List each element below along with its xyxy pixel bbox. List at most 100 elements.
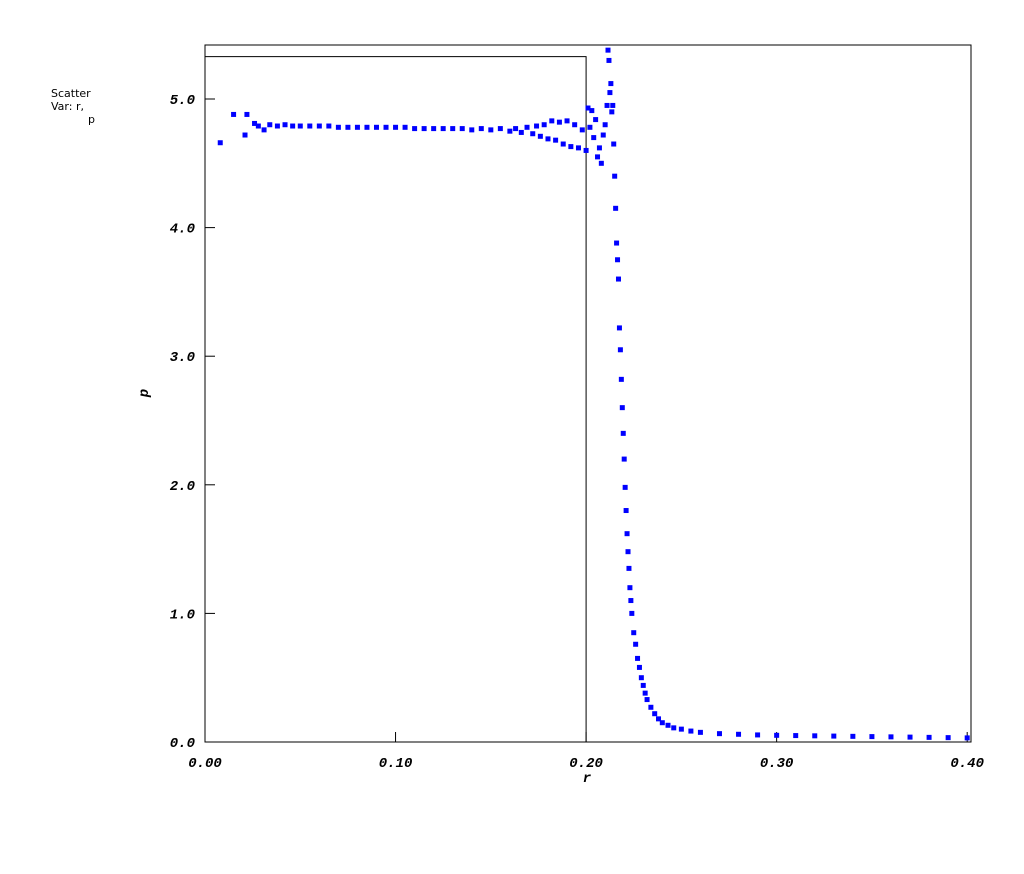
scatter-point bbox=[579, 127, 585, 133]
scatter-point bbox=[518, 129, 524, 135]
scatter-point bbox=[633, 641, 639, 647]
scatter-point bbox=[459, 126, 465, 132]
plot-frame bbox=[204, 44, 972, 743]
scatter-point bbox=[774, 732, 780, 738]
scatter-point bbox=[625, 549, 631, 555]
scatter-point bbox=[591, 135, 597, 141]
scatter-point bbox=[671, 725, 677, 731]
scatter-point bbox=[629, 610, 635, 616]
scatter-point bbox=[316, 123, 322, 129]
scatter-point bbox=[616, 325, 622, 331]
scatter-point bbox=[513, 126, 519, 132]
reference-line bbox=[205, 56, 587, 742]
scatter-point bbox=[605, 47, 611, 53]
scatter-point bbox=[274, 123, 280, 129]
scatter-point bbox=[613, 205, 619, 211]
scatter-point bbox=[524, 124, 530, 130]
scatter-point bbox=[831, 733, 837, 739]
scatter-point bbox=[888, 734, 894, 740]
scatter-point bbox=[596, 145, 602, 151]
scatter-point bbox=[617, 347, 623, 353]
scatter-point bbox=[615, 257, 621, 263]
scatter-point bbox=[440, 126, 446, 132]
scatter-point bbox=[755, 732, 761, 738]
scatter-point bbox=[335, 124, 341, 130]
scatter-point bbox=[618, 376, 624, 382]
scatter-point bbox=[652, 711, 658, 717]
scatter-point bbox=[560, 141, 566, 147]
scatter-point bbox=[611, 141, 617, 147]
scatter-point bbox=[244, 111, 250, 117]
scatter-point bbox=[850, 733, 856, 739]
scatter-point bbox=[659, 720, 665, 726]
scatter-point bbox=[345, 124, 351, 130]
scatter-point bbox=[642, 690, 648, 696]
scatter-point bbox=[478, 126, 484, 132]
scatter-point bbox=[231, 111, 237, 117]
scatter-point bbox=[628, 598, 634, 604]
scatter-point bbox=[307, 123, 313, 129]
scatter-point bbox=[431, 126, 437, 132]
scatter-point bbox=[575, 145, 581, 151]
scatter-point bbox=[635, 655, 641, 661]
scatter-point bbox=[812, 733, 818, 739]
scatter-point bbox=[602, 122, 608, 128]
scatter-point bbox=[564, 118, 570, 124]
scatter-point bbox=[383, 124, 389, 130]
scatter-point bbox=[373, 124, 379, 130]
scatter-point bbox=[606, 57, 612, 63]
scatter-point bbox=[607, 90, 613, 96]
scatter-point bbox=[623, 508, 629, 514]
scatter-point bbox=[537, 133, 543, 139]
scatter-point bbox=[595, 154, 601, 160]
scatter-point bbox=[534, 123, 540, 129]
scatter-point bbox=[736, 731, 742, 737]
scatter-point bbox=[907, 734, 913, 740]
scatter-point bbox=[568, 144, 574, 150]
scatter-point bbox=[530, 131, 536, 137]
scatter-point bbox=[282, 122, 288, 128]
scatter-point bbox=[583, 147, 589, 153]
y-tick-label: 5.0 bbox=[170, 93, 195, 109]
scatter-point bbox=[619, 405, 625, 411]
scatter-point bbox=[600, 132, 606, 138]
y-tick-label: 0.0 bbox=[170, 736, 195, 752]
scatter-point bbox=[598, 160, 604, 166]
scatter-point bbox=[593, 117, 599, 123]
scatter-point bbox=[217, 140, 223, 146]
scatter-point bbox=[497, 126, 503, 132]
scatter-point bbox=[640, 682, 646, 688]
legend-line: Var: r, bbox=[51, 100, 84, 113]
scatter-point bbox=[242, 132, 248, 138]
scatter-point bbox=[631, 630, 637, 636]
scatter-point bbox=[644, 697, 650, 703]
scatter-point bbox=[945, 735, 951, 741]
scatter-point bbox=[697, 729, 703, 735]
scatter-point bbox=[926, 734, 932, 740]
scatter-point bbox=[556, 119, 562, 125]
scatter-point bbox=[587, 124, 593, 130]
scatter-point bbox=[665, 722, 671, 728]
scatter-point bbox=[412, 126, 418, 132]
scatter-point bbox=[364, 124, 370, 130]
scatter-point bbox=[636, 664, 642, 670]
scatter-point bbox=[507, 128, 513, 134]
scatter-point bbox=[450, 126, 456, 132]
x-tick-label: 0.40 bbox=[950, 756, 984, 772]
y-tick-label: 2.0 bbox=[170, 479, 195, 495]
scatter-point bbox=[638, 675, 644, 681]
scatter-point bbox=[609, 109, 615, 115]
scatter-point bbox=[621, 456, 627, 462]
scatter-point bbox=[354, 124, 360, 130]
scatter-point bbox=[545, 136, 551, 142]
y-tick-label: 1.0 bbox=[170, 607, 195, 623]
scatter-point bbox=[393, 124, 399, 130]
y-tick-label: 4.0 bbox=[170, 222, 195, 238]
scatter-point bbox=[290, 123, 296, 129]
scatter-point bbox=[297, 123, 303, 129]
scatter-point bbox=[612, 173, 618, 179]
scatter-point bbox=[678, 726, 684, 732]
scatter-point bbox=[604, 102, 610, 108]
